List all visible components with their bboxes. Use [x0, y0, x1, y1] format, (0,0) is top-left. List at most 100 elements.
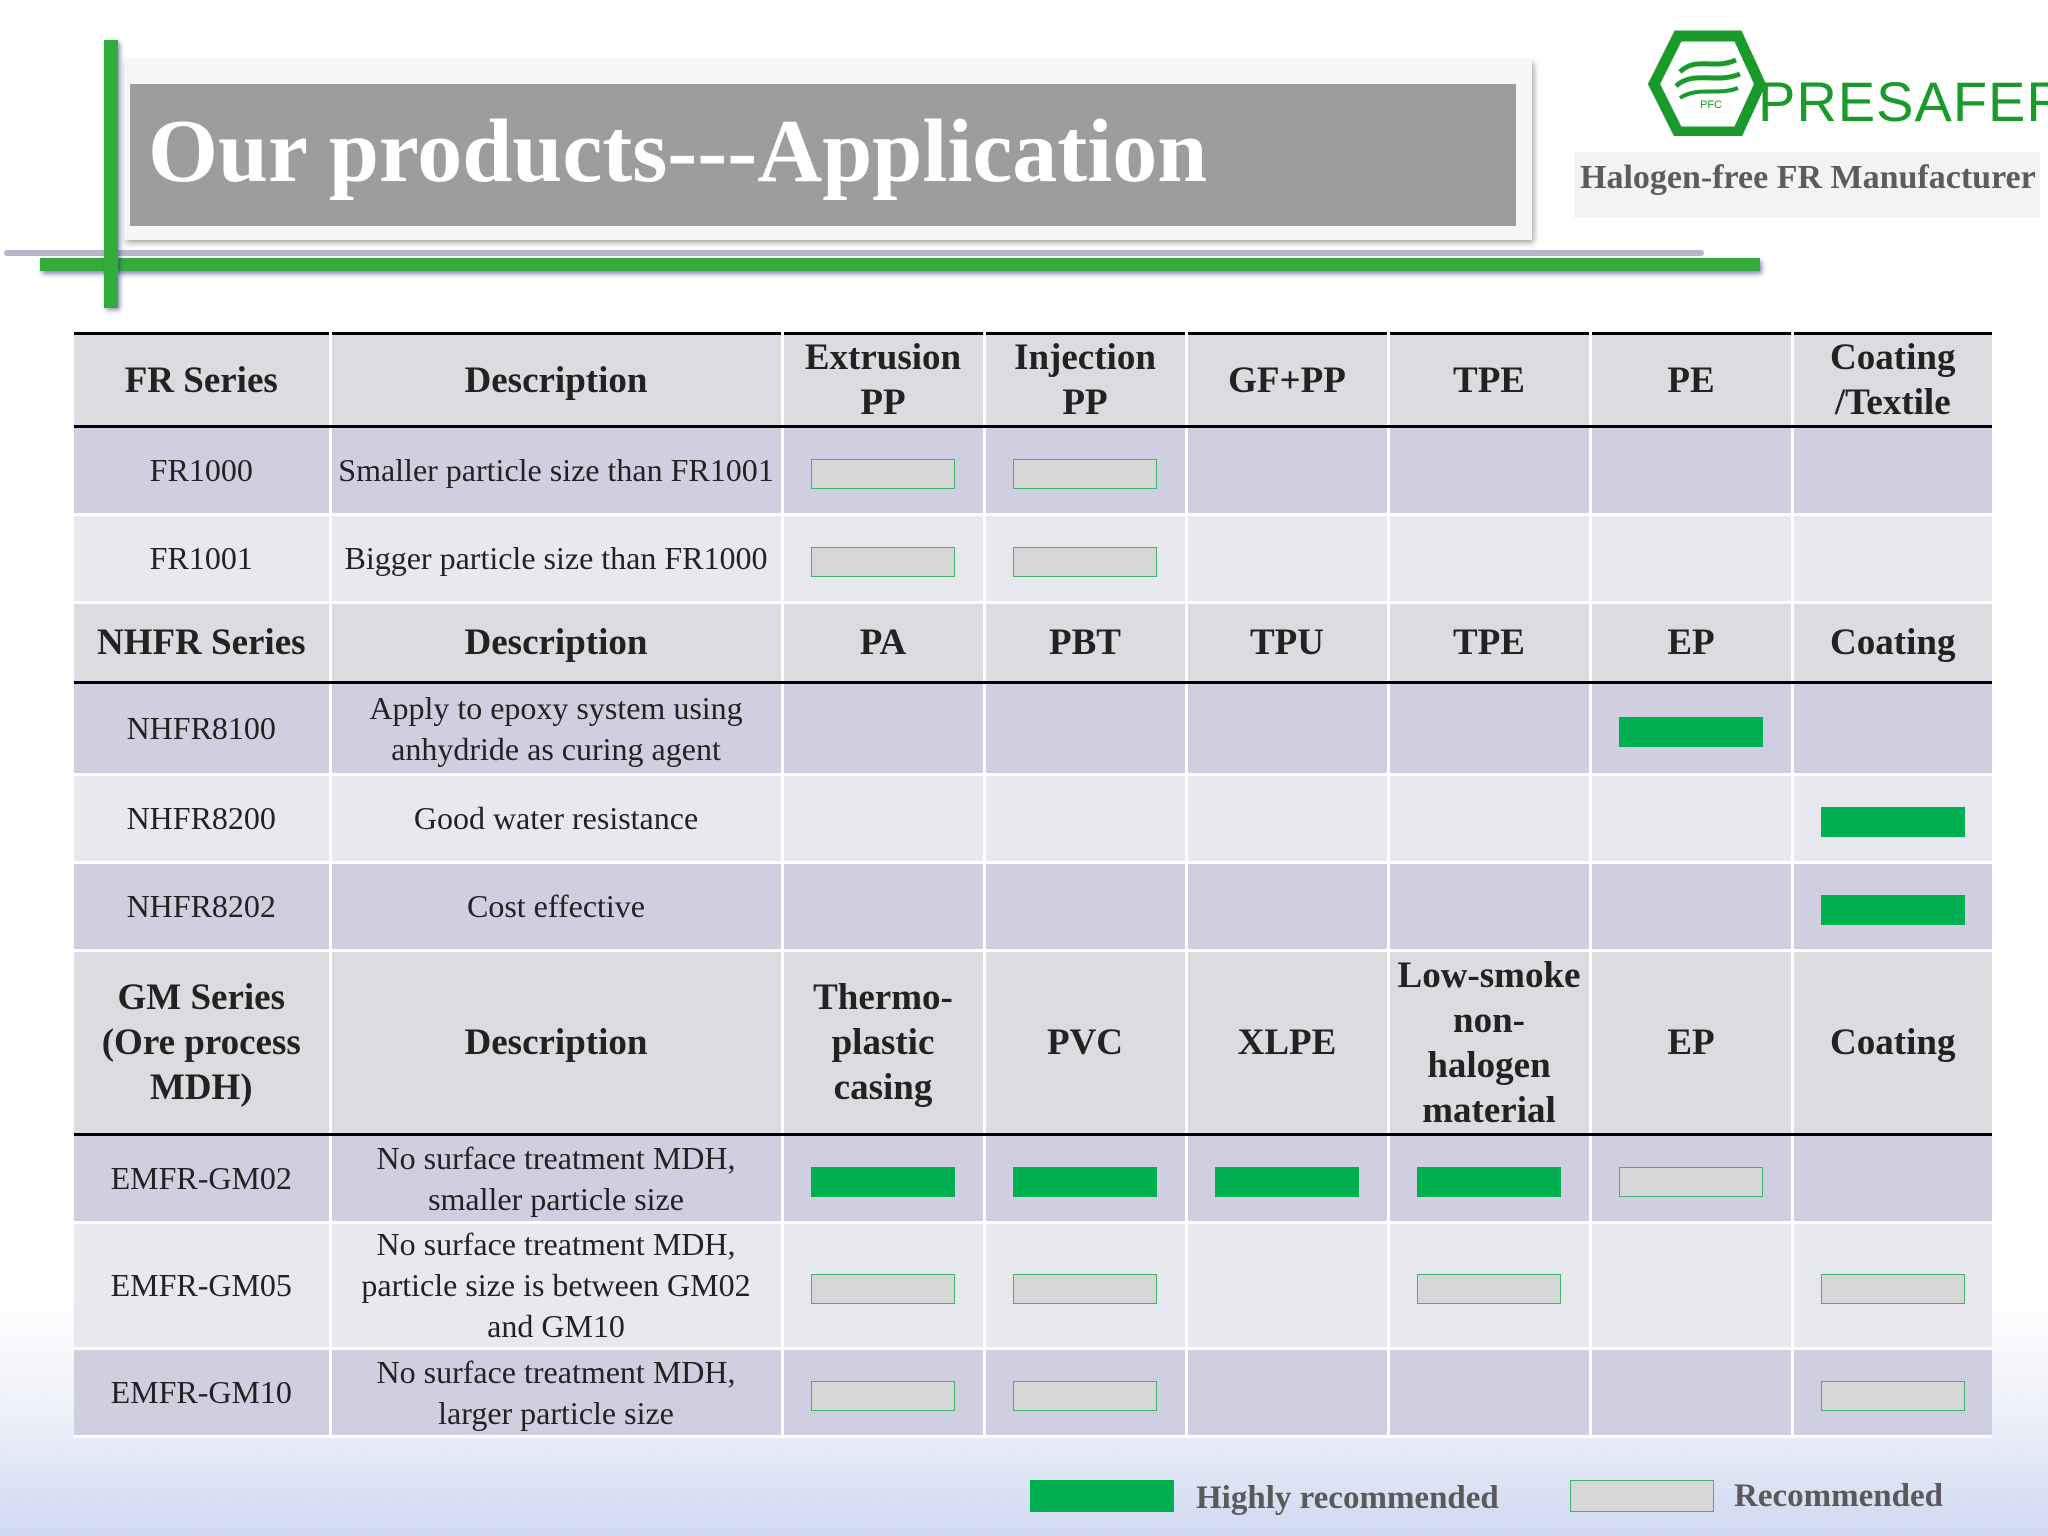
application-cell: [1790, 1348, 1992, 1438]
table-row: FR1000 Smaller particle size than FR1001: [74, 426, 1992, 516]
application-cell: [1386, 682, 1592, 776]
description-cell: Good water resistance: [328, 774, 784, 864]
application-cell: [1386, 426, 1592, 516]
application-cell: [982, 514, 1188, 604]
title-underline-shadow: [4, 250, 1704, 256]
table-row: NHFR8202 Cost effective: [74, 862, 1992, 952]
application-cell: [1184, 1348, 1390, 1438]
title-box: [130, 84, 1516, 226]
application-cell: [1790, 774, 1992, 864]
recommended-marker: [1417, 1273, 1561, 1304]
application-cell: [1588, 774, 1794, 864]
description-cell: Smaller particle size than FR1001: [328, 426, 784, 516]
product-name-cell: NHFR8100: [74, 682, 332, 776]
table-row: EMFR-GM05 No surface treatment MDH, parti…: [74, 1222, 1992, 1350]
column-header: GM Series (Ore process MDH): [74, 949, 332, 1136]
application-cell: [1184, 1134, 1390, 1224]
application-cell: [1184, 514, 1390, 604]
application-cell: [982, 862, 1188, 952]
description-cell: No surface treatment MDH, particle size …: [328, 1222, 784, 1350]
column-header: Description: [328, 601, 784, 684]
tagline-box: [1574, 152, 2040, 218]
application-cell: [1790, 682, 1992, 776]
recommended-marker: [1013, 1273, 1157, 1304]
application-table: FR Series Description Extrusion PP Injectio…: [74, 332, 1992, 1438]
application-cell: [1588, 1134, 1794, 1224]
description-cell: Cost effective: [328, 862, 784, 952]
column-header: Coating: [1790, 601, 1992, 684]
highly-recommended-marker: [1820, 806, 1965, 837]
section-header-row: NHFR Series Description PA PBT TPU TPE EP Coati…: [74, 601, 1992, 684]
table-row: EMFR-GM10 No surface treatment MDH, large…: [74, 1348, 1992, 1438]
recommended-marker: [1619, 1166, 1763, 1197]
logo-badge: PFC: [1700, 99, 1722, 111]
description-cell: No surface treatment MDH, larger particl…: [328, 1348, 784, 1438]
application-cell: [1790, 426, 1992, 516]
column-header: FR Series: [74, 332, 332, 428]
column-header: Injection PP: [982, 332, 1188, 428]
application-cell: [1588, 862, 1794, 952]
application-cell: [982, 1134, 1188, 1224]
column-header: TPE: [1386, 332, 1592, 428]
application-cell: [1184, 1222, 1390, 1350]
application-cell: [1386, 1134, 1592, 1224]
application-cell: [780, 1222, 986, 1350]
title-underline-bar: [40, 258, 1760, 271]
column-header: PBT: [982, 601, 1188, 684]
product-name-cell: NHFR8202: [74, 862, 332, 952]
title-side-bar: [104, 40, 118, 308]
application-cell: [1588, 426, 1794, 516]
application-cell: [1790, 862, 1992, 952]
recommended-marker: [1820, 1273, 1965, 1304]
column-header: PE: [1588, 332, 1794, 428]
recommended-marker: [811, 546, 955, 577]
column-header: GF+PP: [1184, 332, 1390, 428]
product-name-cell: FR1001: [74, 514, 332, 604]
application-cell: [982, 682, 1188, 776]
application-cell: [780, 862, 986, 952]
legend-swatch-recommended: [1570, 1480, 1714, 1512]
recommended-marker: [1013, 458, 1157, 489]
product-name-cell: EMFR-GM02: [74, 1134, 332, 1224]
application-cell: [1386, 1222, 1592, 1350]
page-title: Our products---Application: [148, 102, 1208, 201]
column-header: Description: [328, 949, 784, 1136]
description-cell: Bigger particle size than FR1000: [328, 514, 784, 604]
brand-name: PRESAFER: [1758, 70, 2048, 133]
presafer-logo-icon: PFC: [1647, 30, 1767, 136]
highly-recommended-marker: [811, 1166, 955, 1197]
application-cell: [780, 774, 986, 864]
recommended-marker: [1820, 1380, 1965, 1411]
recommended-marker: [811, 458, 955, 489]
application-cell: [780, 1134, 986, 1224]
application-cell: [1790, 1222, 1992, 1350]
application-cell: [780, 514, 986, 604]
application-cell: [780, 1348, 986, 1438]
highly-recommended-marker: [1619, 716, 1763, 747]
application-cell: [1184, 426, 1390, 516]
application-cell: [1184, 862, 1390, 952]
column-header: Extrusion PP: [780, 332, 986, 428]
product-name-cell: EMFR-GM10: [74, 1348, 332, 1438]
column-header: TPU: [1184, 601, 1390, 684]
section-header-row: GM Series (Ore process MDH) Description Th…: [74, 949, 1992, 1136]
column-header: NHFR Series: [74, 601, 332, 684]
application-cell: [982, 1348, 1188, 1438]
column-header: PVC: [982, 949, 1188, 1136]
column-header: Thermo-plastic casing: [780, 949, 986, 1136]
table-row: NHFR8100 Apply to epoxy system using anhy…: [74, 682, 1992, 776]
table-row: FR1001 Bigger particle size than FR1000: [74, 514, 1992, 604]
column-header: Coating: [1790, 949, 1992, 1136]
application-cell: [1588, 514, 1794, 604]
product-name-cell: FR1000: [74, 426, 332, 516]
application-cell: [1386, 774, 1592, 864]
application-cell: [1588, 1348, 1794, 1438]
product-name-cell: NHFR8200: [74, 774, 332, 864]
application-cell: [982, 1222, 1188, 1350]
legend-label-highly-recommended: Highly recommended: [1196, 1480, 1499, 1516]
recommended-marker: [811, 1380, 955, 1411]
application-cell: [1386, 514, 1592, 604]
application-cell: [1588, 682, 1794, 776]
column-header: Coating /Textile: [1790, 332, 1992, 428]
application-cell: [1588, 1222, 1794, 1350]
